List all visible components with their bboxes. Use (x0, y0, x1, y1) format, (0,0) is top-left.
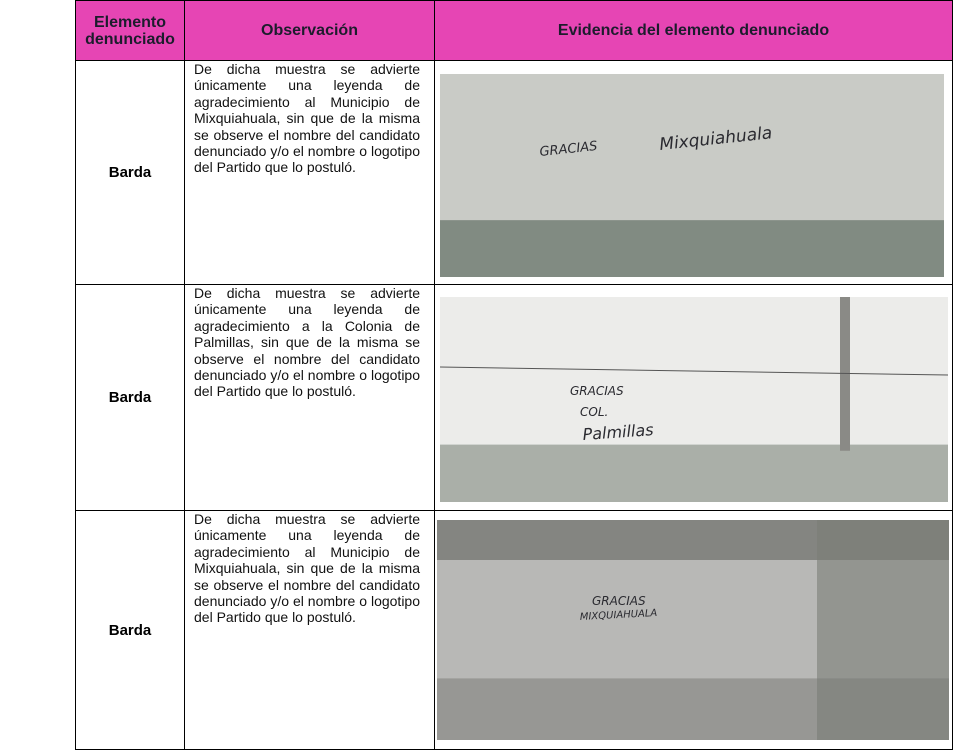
observation-cell: De dicha muestra se advierte únicamente … (184, 510, 435, 750)
element-cell: Barda (75, 60, 185, 285)
header-cell: Evidencia del elemento denunciado (434, 0, 953, 61)
evidence-cell (434, 284, 953, 511)
element-cell: Barda (75, 284, 185, 511)
observation-cell: De dicha muestra se advierte únicamente … (184, 60, 435, 285)
element-cell: Barda (75, 510, 185, 750)
header-cell: Observación (184, 0, 435, 61)
evidence-cell (434, 510, 953, 750)
header-cell: Elemento denunciado (75, 0, 185, 61)
evidence-cell (434, 60, 953, 285)
observation-cell: De dicha muestra se advierte únicamente … (184, 284, 435, 511)
